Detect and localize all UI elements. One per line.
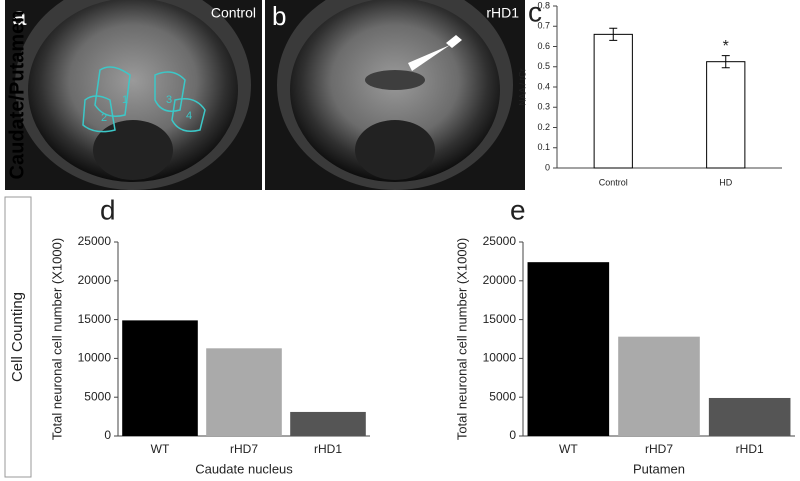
roi-label: 2: [101, 112, 107, 124]
y-tick-label: 15000: [78, 312, 112, 326]
y-tick-label: 0: [104, 428, 111, 442]
y-tick-label: 0.8: [537, 0, 550, 10]
y-tick-label: 0: [509, 428, 516, 442]
panel-letter: a: [12, 1, 27, 31]
y-tick-label: 0.2: [537, 122, 550, 132]
bar: [290, 411, 366, 436]
panel-letter: e: [510, 194, 526, 225]
error-bar: [721, 55, 730, 69]
y-axis-label: Total neuronal cell number (X1000): [49, 238, 64, 440]
mri-image-b: b rHD1: [265, 0, 525, 190]
y-tick-label: 20000: [78, 273, 112, 287]
y-tick-label: 10000: [483, 351, 517, 365]
x-tick-label: rHD1: [736, 442, 764, 456]
bar: [593, 33, 633, 169]
x-tick-label: HD: [719, 177, 732, 187]
panel-letter: b: [272, 1, 286, 31]
y-tick-label: 5000: [489, 389, 516, 403]
y-axis-label: NAA / tCr: [517, 68, 527, 106]
bar: [206, 348, 282, 436]
x-tick-label: rHD1: [314, 442, 342, 456]
y-tick-label: 25000: [483, 234, 517, 248]
y-tick-label: 10000: [78, 351, 112, 365]
y-tick-label: 0.4: [537, 81, 550, 91]
roi-label: 1: [122, 94, 128, 106]
y-tick-label: 20000: [483, 273, 517, 287]
y-tick-label: 15000: [483, 312, 517, 326]
x-axis-label: Caudate nucleus: [195, 461, 293, 476]
image-label: rHD1: [486, 5, 519, 21]
y-tick-label: 0.3: [537, 102, 550, 112]
y-tick-label: 0.5: [537, 61, 550, 71]
x-tick-label: rHD7: [230, 442, 258, 456]
y-tick-label: 25000: [78, 234, 112, 248]
bar: [122, 320, 198, 436]
bar: [708, 397, 791, 436]
side-label: Caudate/Putamen: [6, 11, 28, 180]
bar: [527, 262, 610, 436]
error-bar: [609, 27, 618, 41]
roi-label: 3: [166, 94, 172, 106]
x-tick-label: Control: [599, 177, 628, 187]
y-tick-label: 0: [545, 162, 550, 172]
x-tick-label: WT: [559, 442, 578, 456]
y-tick-label: 0.6: [537, 41, 550, 51]
significance-marker: *: [723, 38, 729, 55]
row-label-box: [4, 196, 32, 478]
x-tick-label: rHD7: [645, 442, 673, 456]
bar: [706, 61, 746, 169]
y-tick-label: 5000: [84, 389, 111, 403]
row-label: Cell Counting: [9, 292, 26, 382]
y-axis-label: Total neuronal cell number (X1000): [454, 238, 469, 440]
panel-letter: c: [528, 0, 542, 27]
mri-image-a: 1 2 3 4 a Control: [5, 0, 262, 190]
x-axis-label: Putamen: [633, 461, 685, 476]
y-tick-label: 0.1: [537, 142, 550, 152]
x-tick-label: WT: [151, 442, 170, 456]
panel-letter: d: [100, 194, 116, 225]
roi-label: 4: [186, 110, 192, 122]
image-label: Control: [211, 5, 256, 21]
bar: [618, 336, 700, 436]
y-tick-label: 0.7: [537, 21, 550, 31]
